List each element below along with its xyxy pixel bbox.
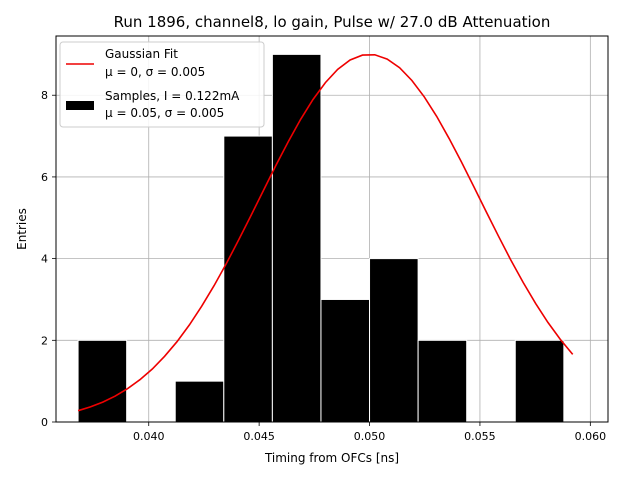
- plot-frame: [55, 35, 609, 423]
- y-axis-ticks: 0 2 4 6 8: [41, 89, 56, 429]
- chart-title: Run 1896, channel8, lo gain, Pulse w/ 27…: [114, 13, 551, 31]
- x-tick-label: 0.050: [354, 430, 386, 443]
- y-tick-label: 6: [41, 171, 48, 184]
- histogram-bar: [77, 339, 128, 423]
- legend-box: [59, 41, 265, 128]
- legend-samples-name: Samples, I = 0.122mA: [105, 89, 240, 103]
- y-tick-label: 4: [41, 253, 48, 266]
- legend-samples-stats: μ = 0.05, σ = 0.005: [105, 106, 224, 120]
- fit-curve: [77, 53, 574, 412]
- histogram-bar: [369, 258, 419, 423]
- histogram-bar: [320, 298, 371, 423]
- x-tick-label: 0.040: [133, 430, 165, 443]
- histogram-bar: [514, 339, 565, 423]
- gaussian-fit: [77, 53, 574, 412]
- histogram-bar: [417, 339, 468, 423]
- x-axis-label: Timing from OFCs [ns]: [264, 451, 399, 465]
- y-axis-label: Entries: [15, 208, 29, 250]
- x-axis-ticks: 0.040 0.045 0.050 0.055 0.060: [133, 422, 606, 443]
- histogram-bar: [174, 380, 225, 423]
- x-tick-label: 0.055: [464, 430, 496, 443]
- legend-fit-name: Gaussian Fit: [105, 47, 178, 61]
- histogram-bar: [223, 135, 273, 423]
- x-tick-label: 0.060: [575, 430, 607, 443]
- legend-samples-swatch: [66, 101, 94, 110]
- y-tick-label: 2: [41, 334, 48, 347]
- histogram-bar: [271, 53, 322, 423]
- y-tick-label: 8: [41, 89, 48, 102]
- x-tick-label: 0.045: [243, 430, 275, 443]
- y-tick-label: 0: [41, 416, 48, 429]
- legend-fit-stats: μ = 0, σ = 0.005: [105, 65, 205, 79]
- legend: Gaussian Fit μ = 0, σ = 0.005 Samples, I…: [59, 41, 265, 128]
